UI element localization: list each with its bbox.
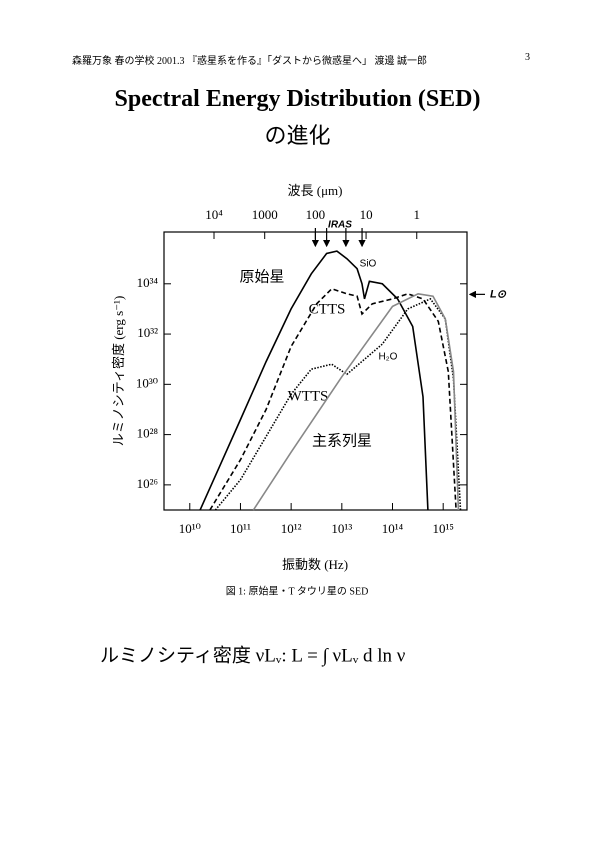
x-tick-label: 10¹⁵ xyxy=(432,521,453,536)
x2-tick-label: 1 xyxy=(414,207,421,222)
x-tick-label: 10¹¹ xyxy=(230,521,251,536)
x-tick-label: 10¹² xyxy=(281,521,302,536)
annotation: SiO xyxy=(360,259,377,270)
x-tick-label: 10¹⁰ xyxy=(179,521,201,536)
x-tick-label: 10¹³ xyxy=(331,521,352,536)
series-label: 主系列星 xyxy=(312,432,372,449)
plot-frame xyxy=(163,231,468,511)
x2-tick-label: 10⁴ xyxy=(205,207,223,222)
series-label: WTTS xyxy=(288,388,329,404)
y-tick-label: 10³⁰ xyxy=(136,375,158,390)
lsun-label: L⊙ xyxy=(490,288,507,300)
running-header: 森羅万象 春の学校 2001.3 『惑星系を作る』「ダストから微惑星へ」 渡邊 … xyxy=(72,56,427,67)
x-axis-label: 振動数 (Hz) xyxy=(282,557,348,572)
x2-tick-label: 10 xyxy=(360,207,373,222)
x2-tick-label: 100 xyxy=(306,207,326,222)
x2-tick-label: 1000 xyxy=(252,207,278,222)
y-axis-label: ルミノシティ密度 (erg s⁻¹) xyxy=(111,296,126,447)
y-tick-label: 10³² xyxy=(137,325,158,340)
series-label: CTTS xyxy=(309,301,346,317)
title-line2: の進化 xyxy=(264,123,331,148)
y-tick-label: 10²⁶ xyxy=(137,476,158,491)
y-tick-label: 10³⁴ xyxy=(137,275,159,290)
y-tick-label: 10²⁸ xyxy=(137,426,159,441)
sed-curve xyxy=(252,292,460,511)
page-number: 3 xyxy=(525,52,530,63)
annotation: H₂O xyxy=(379,352,398,363)
x-tick-label: 10¹⁴ xyxy=(382,521,404,536)
equation: ルミノシティ密度 νLᵥ: L = ∫ νLᵥ d ln ν xyxy=(100,644,406,667)
x2-axis-label: 波長 (μm) xyxy=(288,183,343,198)
sed-curve xyxy=(209,287,457,511)
series-label: 原始星 xyxy=(239,268,284,285)
iras-label: IRAS xyxy=(328,220,352,231)
caption: 図 1: 原始星・T タウリ星の SED xyxy=(226,584,369,597)
sed-curve xyxy=(199,250,429,511)
title: Spectral Energy Distribution (SED) xyxy=(114,86,481,112)
